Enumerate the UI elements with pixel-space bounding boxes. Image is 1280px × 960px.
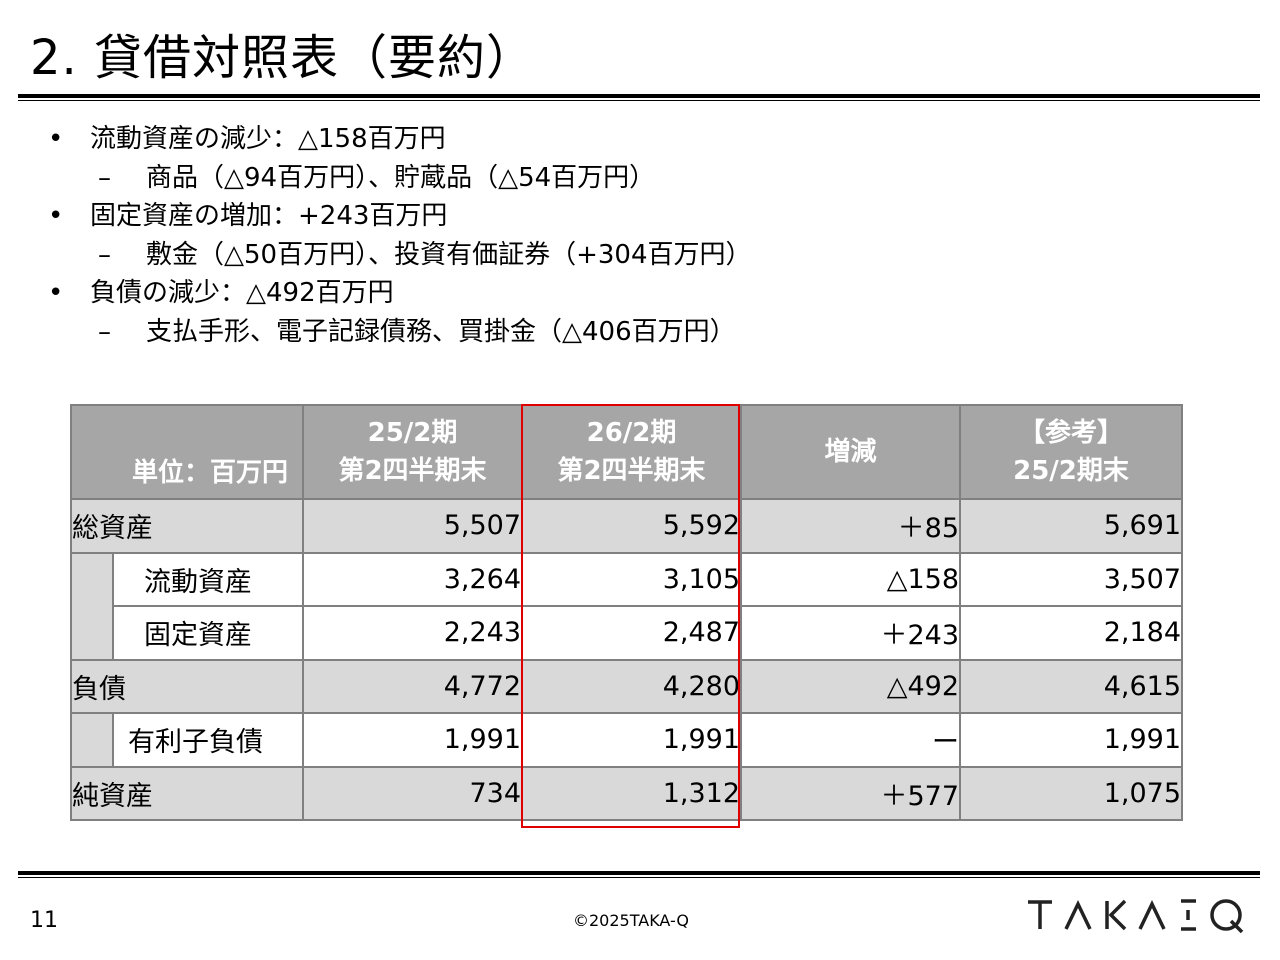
cell-curr: 1,991 bbox=[521, 712, 743, 768]
col-header-change: 増減 bbox=[740, 404, 962, 500]
unit-label: 単位：百万円 bbox=[69, 404, 305, 500]
cell-curr: 5,592 bbox=[521, 498, 743, 554]
cell-prev: 3,264 bbox=[302, 551, 524, 607]
table-header-row: 単位：百万円 25/2期 第2四半期末 26/2期 第2四半期末 増減 【参考】 25… bbox=[69, 404, 1184, 500]
row-label: 有利子負債 bbox=[111, 712, 305, 768]
page-title: 2. 貸借対照表（要約） bbox=[30, 30, 536, 86]
col-header-curr-q2: 26/2期 第2四半期末 bbox=[521, 404, 743, 500]
cell-curr: 2,487 bbox=[521, 605, 743, 661]
footer-divider bbox=[18, 871, 1260, 878]
row-label: 固定資産 bbox=[111, 605, 305, 661]
bullet-marker: • bbox=[48, 124, 64, 154]
cell-reference: 1,075 bbox=[959, 765, 1184, 821]
cell-prev: 1,991 bbox=[302, 712, 524, 768]
title-divider bbox=[18, 94, 1260, 101]
row-label: 純資産 bbox=[69, 765, 305, 821]
cell-prev: 5,507 bbox=[302, 498, 524, 554]
cell-reference: 4,615 bbox=[959, 658, 1184, 714]
page-number: 11 bbox=[30, 908, 58, 933]
cell-reference: 5,691 bbox=[959, 498, 1184, 554]
bullet-text: 流動資産の減少：△158百万円 bbox=[90, 124, 446, 154]
cell-reference: 1,991 bbox=[959, 712, 1184, 768]
cell-prev: 2,243 bbox=[302, 605, 524, 661]
col-header-reference: 【参考】 25/2期末 bbox=[959, 404, 1184, 500]
cell-change: △158 bbox=[740, 551, 962, 607]
bullet-marker: • bbox=[48, 278, 64, 308]
cell-change: △492 bbox=[740, 658, 962, 714]
bullet-marker: • bbox=[48, 201, 64, 231]
cell-curr: 1,312 bbox=[521, 765, 743, 821]
sub-bullet-text: 商品（△94百万円）、貯蔵品（△54百万円） bbox=[146, 162, 656, 193]
bullet-text: 負債の減少：△492百万円 bbox=[90, 278, 394, 308]
row-indent bbox=[70, 551, 114, 661]
sub-bullet-text: 敷金（△50百万円）、投資有価証券（+304百万円） bbox=[146, 239, 752, 270]
balance-sheet-table: 単位：百万円 25/2期 第2四半期末 26/2期 第2四半期末 増減 【参考】 25… bbox=[69, 404, 1184, 821]
cell-prev: 734 bbox=[302, 765, 524, 821]
table-row: 総資産 5,507 5,592 ＋85 5,691 bbox=[69, 498, 1184, 554]
table-row: 負債 4,772 4,280 △492 4,615 bbox=[69, 658, 1184, 714]
bullet-text: 固定資産の増加：+243百万円 bbox=[90, 201, 448, 231]
sub-bullet-text: 支払手形、電子記録債務、買掛金（△406百万円） bbox=[146, 316, 736, 347]
row-indent bbox=[70, 712, 114, 768]
row-label: 総資産 bbox=[69, 498, 305, 554]
cell-curr: 4,280 bbox=[521, 658, 743, 714]
row-label: 負債 bbox=[69, 658, 305, 714]
col-header-prev-q2: 25/2期 第2四半期末 bbox=[302, 404, 524, 500]
copyright: ©2025TAKA-Q bbox=[573, 911, 689, 930]
row-label: 流動資産 bbox=[111, 551, 305, 607]
cell-change: ＋243 bbox=[740, 605, 962, 661]
cell-change: ー bbox=[740, 712, 962, 768]
sub-bullet-marker: – bbox=[98, 239, 111, 270]
cell-curr: 3,105 bbox=[521, 551, 743, 607]
table-row: 固定資産 2,243 2,487 ＋243 2,184 bbox=[71, 605, 1184, 661]
table-row: 有利子負債 1,991 1,991 ー 1,991 bbox=[70, 712, 1184, 768]
takaq-logo bbox=[1026, 896, 1252, 940]
table-row: 純資産 734 1,312 ＋577 1,075 bbox=[69, 765, 1184, 821]
cell-reference: 2,184 bbox=[959, 605, 1184, 661]
cell-change: ＋577 bbox=[740, 765, 962, 821]
cell-reference: 3,507 bbox=[959, 551, 1184, 607]
sub-bullet-marker: – bbox=[98, 162, 111, 193]
sub-bullet-marker: – bbox=[98, 316, 111, 347]
table-row: 流動資産 3,264 3,105 △158 3,507 bbox=[70, 551, 1184, 661]
cell-change: ＋85 bbox=[740, 498, 962, 554]
cell-prev: 4,772 bbox=[302, 658, 524, 714]
